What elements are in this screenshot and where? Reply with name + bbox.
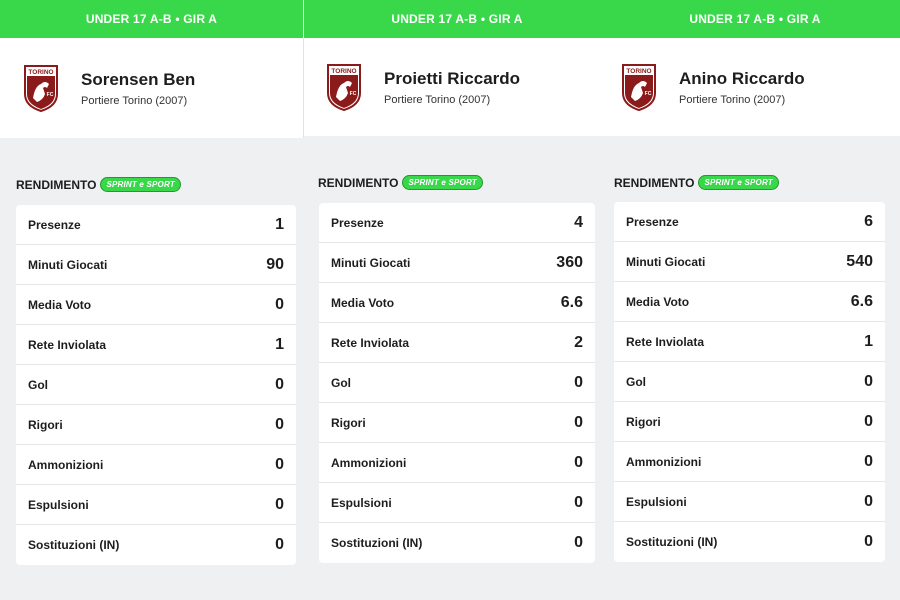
player-panel-2: UNDER 17 A-B • GIR A TORINO FC Proietti … [304, 0, 610, 600]
stat-row-sostituzioni: Sostituzioni (IN) 0 [331, 534, 583, 551]
player-role: Portiere Torino (2007) [81, 94, 188, 107]
stat-row-ammonizioni: Ammonizioni 0 [614, 442, 885, 482]
torino-crest-icon: TORINO FC [621, 63, 657, 111]
stat-row-rete-inviolata: Rete Inviolata 1 [614, 322, 885, 362]
player-role: Portiere Torino (2007) [384, 93, 491, 106]
stat-row-rigori: Rigori 0 [614, 402, 885, 442]
stat-row-ammonizioni: Ammonizioni 0 [16, 445, 296, 485]
player-panel-3: UNDER 17 A-B • GIR A TORINO FC Anino Ric… [610, 0, 900, 600]
stat-row-presenze: Presenze 4 [319, 203, 595, 243]
stat-row-presenze: Presenze 1 [16, 205, 296, 245]
stat-row-minuti-giocati: Minuti Giocati 540 [614, 242, 885, 282]
torino-crest-icon: TORINO FC [326, 63, 362, 111]
stat-row-sostituzioni: Sostituzioni (IN) 0 [28, 536, 284, 553]
svg-text:FC: FC [47, 92, 54, 98]
sprint-sport-logo: SPRINT e SPORT [698, 175, 779, 190]
stat-row-presenze: Presenze 6 [614, 202, 885, 242]
stat-row-rigori: Rigori 0 [319, 403, 595, 443]
rendimento-label: RENDIMENTO [614, 175, 695, 190]
player-name: Sorensen Ben [81, 69, 196, 89]
svg-text:FC: FC [350, 91, 357, 97]
stats-table: Presenze 4 Minuti Giocati 360 Media Voto 6.… [319, 203, 595, 563]
player-header[interactable]: TORINO FC Anino Riccardo Portiere Torino… [610, 38, 900, 136]
player-header[interactable]: TORINO FC Sorensen Ben Portiere Torino (… [0, 38, 303, 138]
svg-text:TORINO: TORINO [626, 68, 651, 75]
stats-table: Presenze 1 Minuti Giocati 90 Media Voto 0 R… [16, 205, 296, 565]
sprint-sport-logo: SPRINT e SPORT [402, 175, 483, 190]
stat-row-sostituzioni: Sostituzioni (IN) 0 [626, 533, 873, 550]
player-panel-1: UNDER 17 A-B • GIR A TORINO FC Sorensen … [0, 0, 303, 600]
rendimento-header: RENDIMENTO SPRINT e SPORT [16, 177, 181, 192]
player-name: Proietti Riccardo [384, 68, 521, 88]
player-role: Portiere Torino (2007) [679, 93, 786, 106]
stat-row-rete-inviolata: Rete Inviolata 1 [16, 325, 296, 365]
svg-text:TORINO: TORINO [331, 68, 356, 75]
rendimento-label: RENDIMENTO [318, 175, 399, 190]
panel-divider [303, 38, 304, 138]
player-header[interactable]: TORINO FC Proietti Riccardo Portiere Tor… [304, 38, 610, 136]
rendimento-header: RENDIMENTO SPRINT e SPORT [614, 175, 779, 190]
league-header[interactable]: UNDER 17 A-B • GIR A [304, 0, 610, 38]
stat-row-media-voto: Media Voto 6.6 [319, 283, 595, 323]
rendimento-header: RENDIMENTO SPRINT e SPORT [318, 175, 483, 190]
stat-row-minuti-giocati: Minuti Giocati 360 [319, 243, 595, 283]
torino-crest-icon: TORINO FC [23, 64, 59, 112]
stat-row-rete-inviolata: Rete Inviolata 2 [319, 323, 595, 363]
stat-row-espulsioni: Espulsioni 0 [614, 482, 885, 522]
svg-text:FC: FC [645, 91, 652, 97]
stat-row-espulsioni: Espulsioni 0 [16, 485, 296, 525]
stat-row-minuti-giocati: Minuti Giocati 90 [16, 245, 296, 285]
stat-row-media-voto: Media Voto 6.6 [614, 282, 885, 322]
stat-row-rigori: Rigori 0 [16, 405, 296, 445]
stat-row-espulsioni: Espulsioni 0 [319, 483, 595, 523]
stat-row-gol: Gol 0 [16, 365, 296, 405]
league-header[interactable]: UNDER 17 A-B • GIR A [610, 0, 900, 38]
player-name: Anino Riccardo [679, 68, 805, 88]
stat-row-media-voto: Media Voto 0 [16, 285, 296, 325]
stat-row-gol: Gol 0 [319, 363, 595, 403]
stat-row-ammonizioni: Ammonizioni 0 [319, 443, 595, 483]
sprint-sport-logo: SPRINT e SPORT [100, 177, 181, 192]
stat-row-gol: Gol 0 [614, 362, 885, 402]
svg-text:TORINO: TORINO [28, 69, 53, 76]
rendimento-label: RENDIMENTO [16, 177, 97, 192]
stats-table: Presenze 6 Minuti Giocati 540 Media Voto 6.… [614, 202, 885, 562]
league-header[interactable]: UNDER 17 A-B • GIR A [0, 0, 303, 38]
